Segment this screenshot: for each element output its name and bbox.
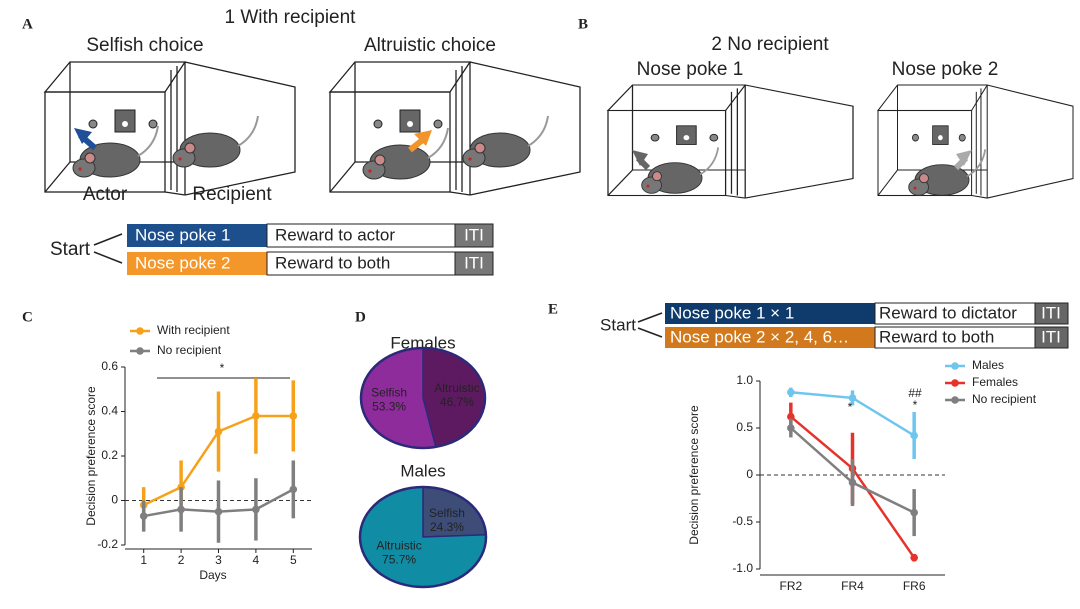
data-point (139, 512, 148, 520)
data-point (787, 412, 795, 421)
legend-label: With recipient (157, 323, 230, 337)
data-point (910, 431, 918, 440)
x-tick-label: 1 (140, 553, 147, 567)
x-tick-label: 2 (178, 553, 185, 567)
annotation: * (913, 398, 918, 412)
flow-step: Reward to dictator (879, 303, 1017, 322)
data-point (214, 507, 223, 516)
data-point (910, 553, 918, 562)
flow-step: ITI (464, 225, 484, 244)
flow-start: Start (50, 239, 91, 260)
legend-label: Females (972, 375, 1018, 389)
flow-step: Nose poke 2 (135, 253, 230, 272)
pie-title: Females (390, 333, 455, 352)
pie-title: Males (400, 461, 445, 480)
panel-label: C (22, 309, 33, 325)
cage-title: Nose poke 1 (637, 59, 744, 80)
y-tick-label: 0.6 (101, 359, 118, 373)
flow-step: ITI (1041, 303, 1061, 322)
y-tick-label: -0.2 (97, 537, 118, 551)
slice-value: 53.3% (372, 400, 406, 414)
slice-value: 24.3% (430, 520, 464, 534)
panel-label: D (355, 309, 366, 325)
slice-label: Altruistic (434, 381, 479, 395)
legend-swatch (136, 327, 144, 335)
x-tick-label: 5 (290, 553, 297, 567)
pie-outline (359, 346, 487, 450)
slice-value: 46.7% (440, 395, 474, 409)
data-point (787, 424, 795, 432)
slice-value: 75.7% (382, 552, 416, 566)
panel-label: B (578, 16, 588, 32)
slice-label: Selfish (429, 506, 465, 520)
y-tick-label: 0.5 (736, 420, 753, 434)
data-point (848, 478, 857, 487)
x-tick-label: FR6 (903, 579, 926, 593)
flow-boxes (127, 223, 494, 276)
data-point (787, 388, 795, 397)
legend-swatch (136, 347, 144, 355)
x-tick-label: FR2 (779, 579, 802, 593)
panel-label: E (548, 301, 558, 317)
x-tick-label: 4 (253, 553, 260, 567)
flow-arrow (637, 312, 663, 338)
data-point (252, 412, 260, 420)
y-tick-label: -1.0 (732, 561, 753, 575)
data-point (910, 508, 918, 517)
legend-label: No recipient (157, 343, 222, 357)
annotation: * (848, 400, 853, 414)
x-tick-label: 3 (215, 553, 222, 567)
y-tick-label: -0.5 (732, 514, 753, 528)
annotation: ## (908, 386, 922, 400)
panel-label: A (22, 16, 33, 32)
y-tick-label: 1.0 (736, 373, 753, 387)
pie-outline (358, 485, 488, 589)
cage-title: Nose poke 2 (892, 59, 999, 80)
legend-swatch (951, 379, 959, 387)
x-axis-label: Days (199, 568, 226, 582)
slice-label: Altruistic (376, 538, 421, 552)
data-point (214, 427, 223, 436)
panel-title: 1 With recipient (225, 7, 357, 28)
y-tick-label: 0 (111, 493, 118, 507)
role-label: Recipient (192, 184, 272, 205)
annotation: * (220, 361, 225, 375)
flow-step: Nose poke 2 × 2, 4, 6… (670, 327, 849, 346)
flow-step: Nose poke 1 × 1 (670, 303, 794, 322)
flow-arrow (93, 233, 123, 264)
data-point (289, 412, 298, 420)
flow-step: Reward to both (879, 327, 994, 346)
legend-label: Males (972, 358, 1004, 372)
cage-diagram (44, 61, 581, 196)
y-axis-label: Decision preference score (84, 386, 98, 526)
y-axis-label: Decision preference score (687, 405, 701, 545)
x-tick-label: FR4 (841, 579, 864, 593)
y-tick-label: 0.2 (101, 448, 118, 462)
y-tick-label: 0 (746, 467, 753, 481)
flow-boxes (665, 302, 1069, 349)
flow-step: ITI (464, 253, 484, 272)
flow-step: Reward to actor (275, 225, 395, 244)
legend-label: No recipient (972, 392, 1037, 406)
data-point (289, 485, 298, 494)
legend-swatch (951, 362, 959, 370)
flow-start: Start (600, 315, 636, 334)
flow-step: ITI (1041, 327, 1061, 346)
role-label: Actor (83, 184, 128, 205)
data-point (252, 505, 260, 514)
data-point (177, 505, 185, 514)
legend-swatch (951, 396, 959, 404)
y-tick-label: 0.4 (101, 404, 118, 418)
data-point (848, 394, 857, 402)
cage-title: Selfish choice (86, 35, 203, 56)
flow-step: Nose poke 1 (135, 225, 230, 244)
cage-diagram (607, 84, 1074, 199)
cage-title: Altruistic choice (364, 35, 496, 56)
panel-title: 2 No recipient (711, 34, 829, 55)
slice-label: Selfish (371, 386, 407, 400)
flow-step: Reward to both (275, 253, 390, 272)
